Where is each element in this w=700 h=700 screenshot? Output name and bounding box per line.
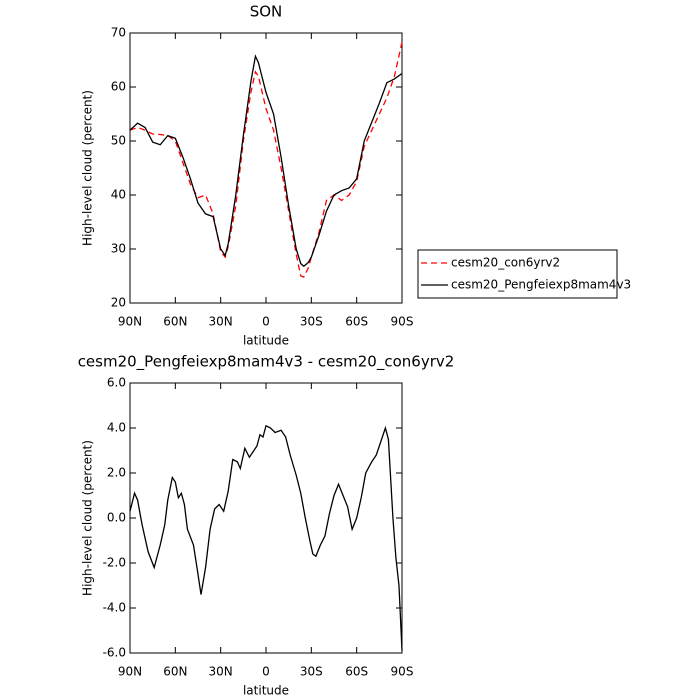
x-tick-label: 90N [118, 315, 142, 329]
x-tick-label: 90S [391, 315, 414, 329]
y-tick-label: -6.0 [103, 646, 126, 660]
y-tick-label: 6.0 [107, 376, 126, 390]
x-tick-label: 30N [209, 315, 233, 329]
legend-label: cesm20_con6yrv2 [451, 256, 560, 270]
x-axis-label: latitude [243, 684, 289, 698]
x-tick-label: 60S [345, 315, 368, 329]
y-tick-label: 0.0 [107, 511, 126, 525]
y-tick-label: -4.0 [103, 601, 126, 615]
plot-frame [129, 32, 403, 304]
x-tick-label: 0 [262, 315, 270, 329]
y-tick-label: 60 [111, 80, 126, 94]
x-tick-label: 90N [118, 665, 142, 679]
x-tick-label: 60N [163, 665, 187, 679]
x-tick-label: 30S [300, 665, 323, 679]
y-tick-label: 50 [111, 134, 126, 148]
x-tick-label: 60N [163, 315, 187, 329]
y-tick-label: 4.0 [107, 421, 126, 435]
plot-frame [129, 382, 403, 654]
chart-title: cesm20_Pengfeiexp8mam4v3 - cesm20_con6yr… [78, 353, 455, 372]
y-tick-label: 70 [111, 26, 126, 40]
data-line [129, 54, 403, 268]
y-axis-label: High-level cloud (percent) [81, 90, 95, 246]
y-axis-label: High-level cloud (percent) [81, 440, 95, 596]
y-tick-label: 2.0 [107, 466, 126, 480]
legend-label: cesm20_Pengfeiexp8mam4v3 [451, 278, 631, 292]
x-axis-label: latitude [243, 334, 289, 348]
x-tick-label: 90S [391, 665, 414, 679]
y-tick-label: 30 [111, 242, 126, 256]
x-tick-label: 30N [209, 665, 233, 679]
legend-box [417, 249, 618, 299]
x-tick-label: 30S [300, 315, 323, 329]
y-tick-label: 20 [111, 296, 126, 310]
data-line [129, 424, 403, 651]
x-tick-label: 60S [345, 665, 368, 679]
data-line [129, 42, 403, 278]
x-tick-label: 0 [262, 665, 270, 679]
chart-title: SON [250, 3, 283, 21]
y-tick-label: 40 [111, 188, 126, 202]
y-tick-label: -2.0 [103, 556, 126, 570]
